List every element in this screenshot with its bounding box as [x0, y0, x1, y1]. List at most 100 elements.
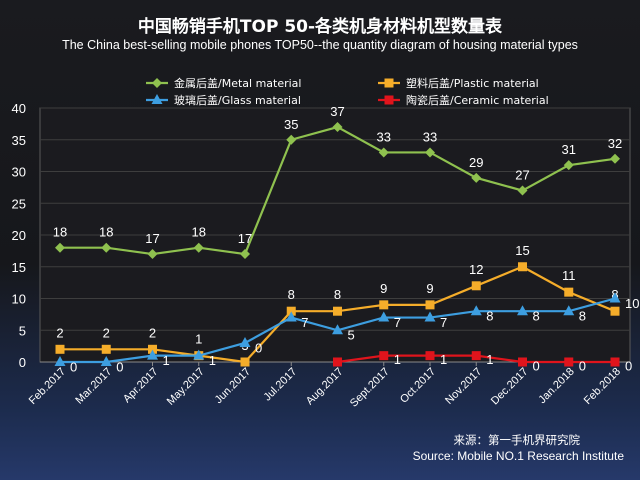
y-tick-label: 35 [12, 133, 26, 148]
chart-title-cn: 中国畅销手机TOP 50-各类机身材料机型数量表 [137, 17, 503, 37]
data-label: 7 [394, 315, 401, 330]
data-label: 1 [163, 353, 170, 368]
data-point [286, 134, 297, 145]
data-label: 9 [426, 281, 433, 296]
y-tick-label: 20 [12, 228, 26, 243]
data-point [609, 292, 621, 303]
data-label: 15 [515, 243, 529, 258]
data-point [332, 324, 343, 335]
data-point [147, 349, 158, 360]
data-point [425, 351, 435, 361]
data-label: 2 [56, 325, 63, 340]
data-label: 10 [625, 296, 639, 311]
data-label: 1 [209, 353, 216, 368]
data-label: 17 [145, 231, 159, 246]
data-point [564, 287, 574, 297]
y-tick-label: 15 [12, 260, 26, 275]
legend-marker [151, 94, 163, 104]
data-point [101, 344, 111, 354]
data-label: 31 [562, 142, 576, 157]
data-label: 17 [238, 231, 252, 246]
data-point [563, 160, 574, 171]
data-point [471, 351, 481, 361]
data-label: 5 [348, 328, 355, 343]
data-label: 37 [330, 104, 344, 119]
data-point [471, 281, 481, 291]
x-tick-label: Jun.2017 [213, 366, 253, 406]
legend-marker [384, 78, 394, 88]
data-label: 8 [533, 309, 540, 324]
x-tick-label: Dec.2017 [489, 366, 531, 408]
data-point [286, 306, 296, 316]
data-point [378, 147, 389, 158]
legend-marker [152, 78, 162, 88]
x-tick-label: May.2017 [165, 366, 207, 408]
data-label: 9 [380, 281, 387, 296]
legend-label: 玻璃后盖/Glass material [174, 93, 301, 107]
legend-label: 陶瓷后盖/Ceramic material [406, 93, 549, 107]
data-label: 27 [515, 168, 529, 183]
x-tick-label: Oct.2017 [398, 366, 438, 406]
legend-marker [384, 95, 394, 105]
data-label: 1 [486, 352, 493, 367]
data-label: 35 [284, 117, 298, 132]
x-tick-label: Jul.2017 [261, 366, 299, 404]
data-label: 7 [301, 315, 308, 330]
data-point [101, 242, 112, 253]
data-point [240, 357, 250, 367]
data-point [193, 349, 205, 360]
y-tick-label: 30 [12, 165, 26, 180]
legend-label: 金属后盖/Metal material [174, 76, 301, 90]
data-point [100, 356, 112, 366]
data-label: 0 [116, 359, 123, 374]
data-point [333, 357, 342, 367]
y-tick-label: 25 [12, 196, 26, 211]
data-point [332, 122, 343, 133]
data-point [240, 249, 250, 260]
data-point [55, 242, 65, 253]
data-point [610, 153, 620, 164]
data-point [517, 185, 528, 196]
data-point [425, 147, 435, 158]
data-label: 8 [579, 309, 586, 324]
data-point [610, 306, 620, 316]
data-point [148, 344, 157, 354]
data-point [470, 305, 482, 316]
x-tick-label: Feb.2017 [27, 366, 68, 407]
y-tick-label: 10 [12, 292, 26, 307]
data-label: 7 [440, 315, 447, 330]
data-point [54, 356, 66, 366]
data-point [379, 351, 389, 361]
data-label: 33 [377, 129, 391, 144]
data-label: 0 [625, 358, 632, 373]
data-label: 1 [195, 332, 202, 347]
data-label: 1 [440, 352, 447, 367]
legend-label: 塑料后盖/Plastic material [406, 76, 539, 90]
data-label: 2 [149, 325, 156, 340]
data-point [518, 357, 527, 367]
data-point [424, 311, 436, 322]
data-point [378, 311, 390, 322]
data-label: 8 [486, 309, 493, 324]
data-label: 18 [53, 225, 67, 240]
data-point [147, 249, 158, 260]
source-cn: 来源：第一手机界研究院 [453, 433, 581, 447]
data-label: 2 [103, 325, 110, 340]
data-point [239, 336, 251, 347]
data-label: 0 [70, 359, 77, 374]
y-tick-label: 40 [12, 101, 26, 116]
source-en: Source: Mobile NO.1 Research Institute [412, 449, 624, 463]
data-point [517, 305, 528, 316]
x-tick-label: Nov.2017 [443, 366, 484, 407]
data-point [471, 172, 482, 183]
x-tick-label: Mar.2017 [73, 366, 114, 407]
y-tick-label: 0 [19, 355, 26, 370]
data-point [610, 357, 620, 367]
x-tick-label: Sept.2017 [348, 366, 392, 410]
y-tick-label: 5 [19, 323, 26, 338]
x-tick-label: Feb.2018 [582, 366, 623, 407]
data-label: 1 [394, 352, 401, 367]
data-point [379, 300, 389, 310]
data-label: 11 [562, 268, 576, 283]
